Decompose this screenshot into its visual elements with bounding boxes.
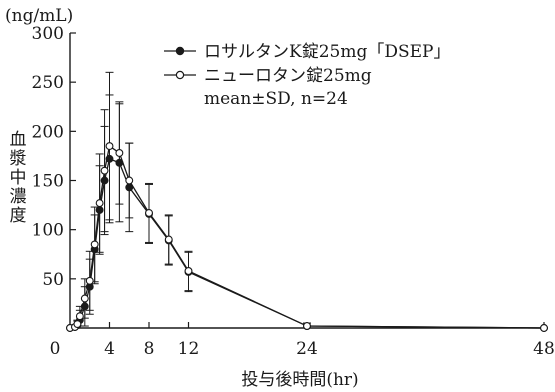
legend-label-series-1: ロサルタンK錠25mg「DSEP」 [204,42,450,62]
data-point [75,312,84,321]
data-point [73,320,82,329]
y-axis-label-char: 濃 [10,187,27,207]
x-tick-label: 4 [104,339,115,359]
legend-label-series-2: ニューロタン錠25mg [204,66,372,86]
y-tick-label: 200 [32,122,64,142]
data-point [115,149,124,157]
y-tick-label: 150 [32,172,64,192]
data-point [164,235,173,244]
y-axis-label-char: 血 [10,130,27,150]
x-tick-label: 24 [296,339,318,359]
data-point [105,142,114,151]
legend-marker-series-1 [175,46,185,56]
data-point [125,176,134,185]
data-point [95,206,104,214]
data-point [145,209,153,217]
y-tick-label: 250 [32,73,64,93]
y-axis-label-char: 度 [10,206,27,226]
x-ticks: 0 4 8 12 24 48 [50,322,555,359]
y-tick-label: 100 [32,221,64,241]
x-tick-label: 0 [50,339,61,359]
x-tick-label: 12 [178,339,200,359]
y-axis-label-char: 中 [10,168,27,188]
series-2 [69,71,545,329]
y-ticks: 50 100 150 200 250 300 [32,24,76,290]
data-point [540,324,548,332]
data-point [115,158,124,167]
legend: ロサルタンK錠25mg「DSEP」 ニューロタン錠25mg mean±SD, n… [164,42,450,109]
data-point [105,154,114,163]
x-axis-label: 投与後時間(hr) [241,370,358,390]
data-point [90,240,99,249]
x-tick-label: 8 [144,339,155,359]
series-line [69,157,545,329]
series-1 [69,94,545,329]
legend-marker-series-2 [175,70,185,80]
legend-note: mean±SD, n=24 [204,89,348,109]
plot-area [66,71,548,332]
data-point [85,276,94,285]
x-tick-label: 48 [533,339,555,359]
series-line [69,144,545,329]
data-point [80,302,89,311]
series-2-markers [66,142,548,332]
series-1-markers [66,154,548,332]
data-point [100,166,109,175]
data-point [80,294,89,303]
y-tick-label: 50 [42,270,64,290]
data-point [184,267,193,275]
data-point [125,183,134,192]
data-point [95,199,104,208]
y-unit-label: (ng/mL) [5,6,73,26]
y-axis-label-char: 漿 [10,149,27,169]
data-point [100,176,109,185]
data-point [303,322,311,330]
y-tick-label: 300 [32,24,64,44]
